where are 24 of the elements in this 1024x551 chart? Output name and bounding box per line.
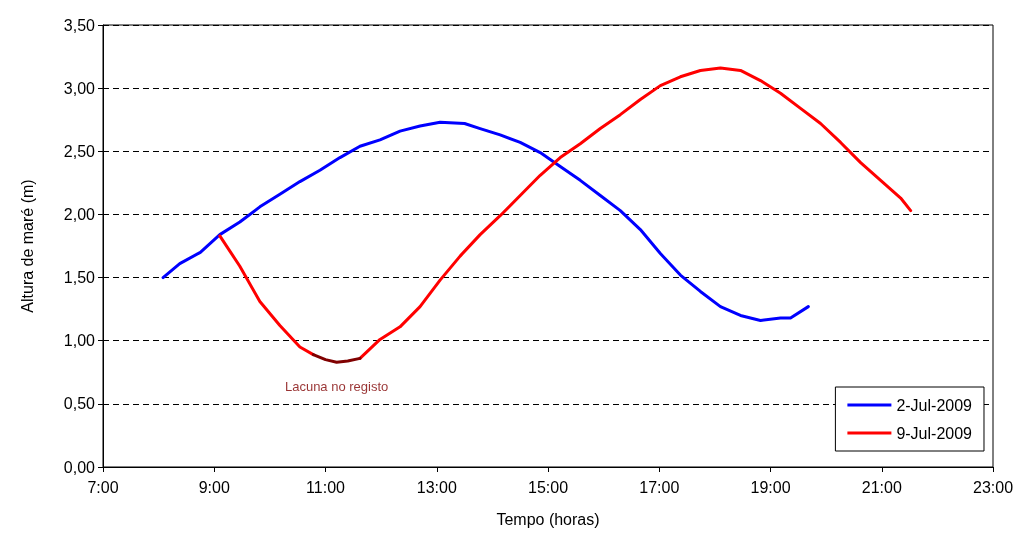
y-tick-label: 3,00 <box>63 79 96 97</box>
y-tick-label: 3,50 <box>63 16 96 34</box>
x-tick-label: 21:00 <box>861 478 902 496</box>
y-tick-label: 2,50 <box>63 142 96 160</box>
x-tick-label: 15:00 <box>527 478 569 496</box>
x-tick-label: 7:00 <box>87 478 119 496</box>
y-tick-label: 1,50 <box>63 269 96 287</box>
line-series <box>311 353 362 364</box>
legend-label: 2-Jul-2009 <box>896 396 973 414</box>
x-tick-label: 13:00 <box>416 478 457 496</box>
x-axis-title: Tempo (horas) <box>496 510 600 528</box>
y-tick-label: 0,00 <box>63 458 96 476</box>
x-tick-label: 17:00 <box>639 478 680 496</box>
y-axis-title: Altura de maré (m) <box>18 179 36 313</box>
line-series <box>161 120 810 323</box>
y-tick-label: 0,50 <box>63 395 96 413</box>
x-tick-label: 23:00 <box>972 478 1014 496</box>
annotation: Lacuna no registo <box>284 379 389 395</box>
x-tick-label: 9:00 <box>198 478 230 496</box>
x-tick-label: 19:00 <box>750 478 791 496</box>
y-tick-label: 2,00 <box>63 205 96 223</box>
legend-label: 9-Jul-2009 <box>896 424 973 442</box>
y-tick-label: 1,00 <box>63 332 96 350</box>
x-tick-label: 11:00 <box>306 478 346 496</box>
